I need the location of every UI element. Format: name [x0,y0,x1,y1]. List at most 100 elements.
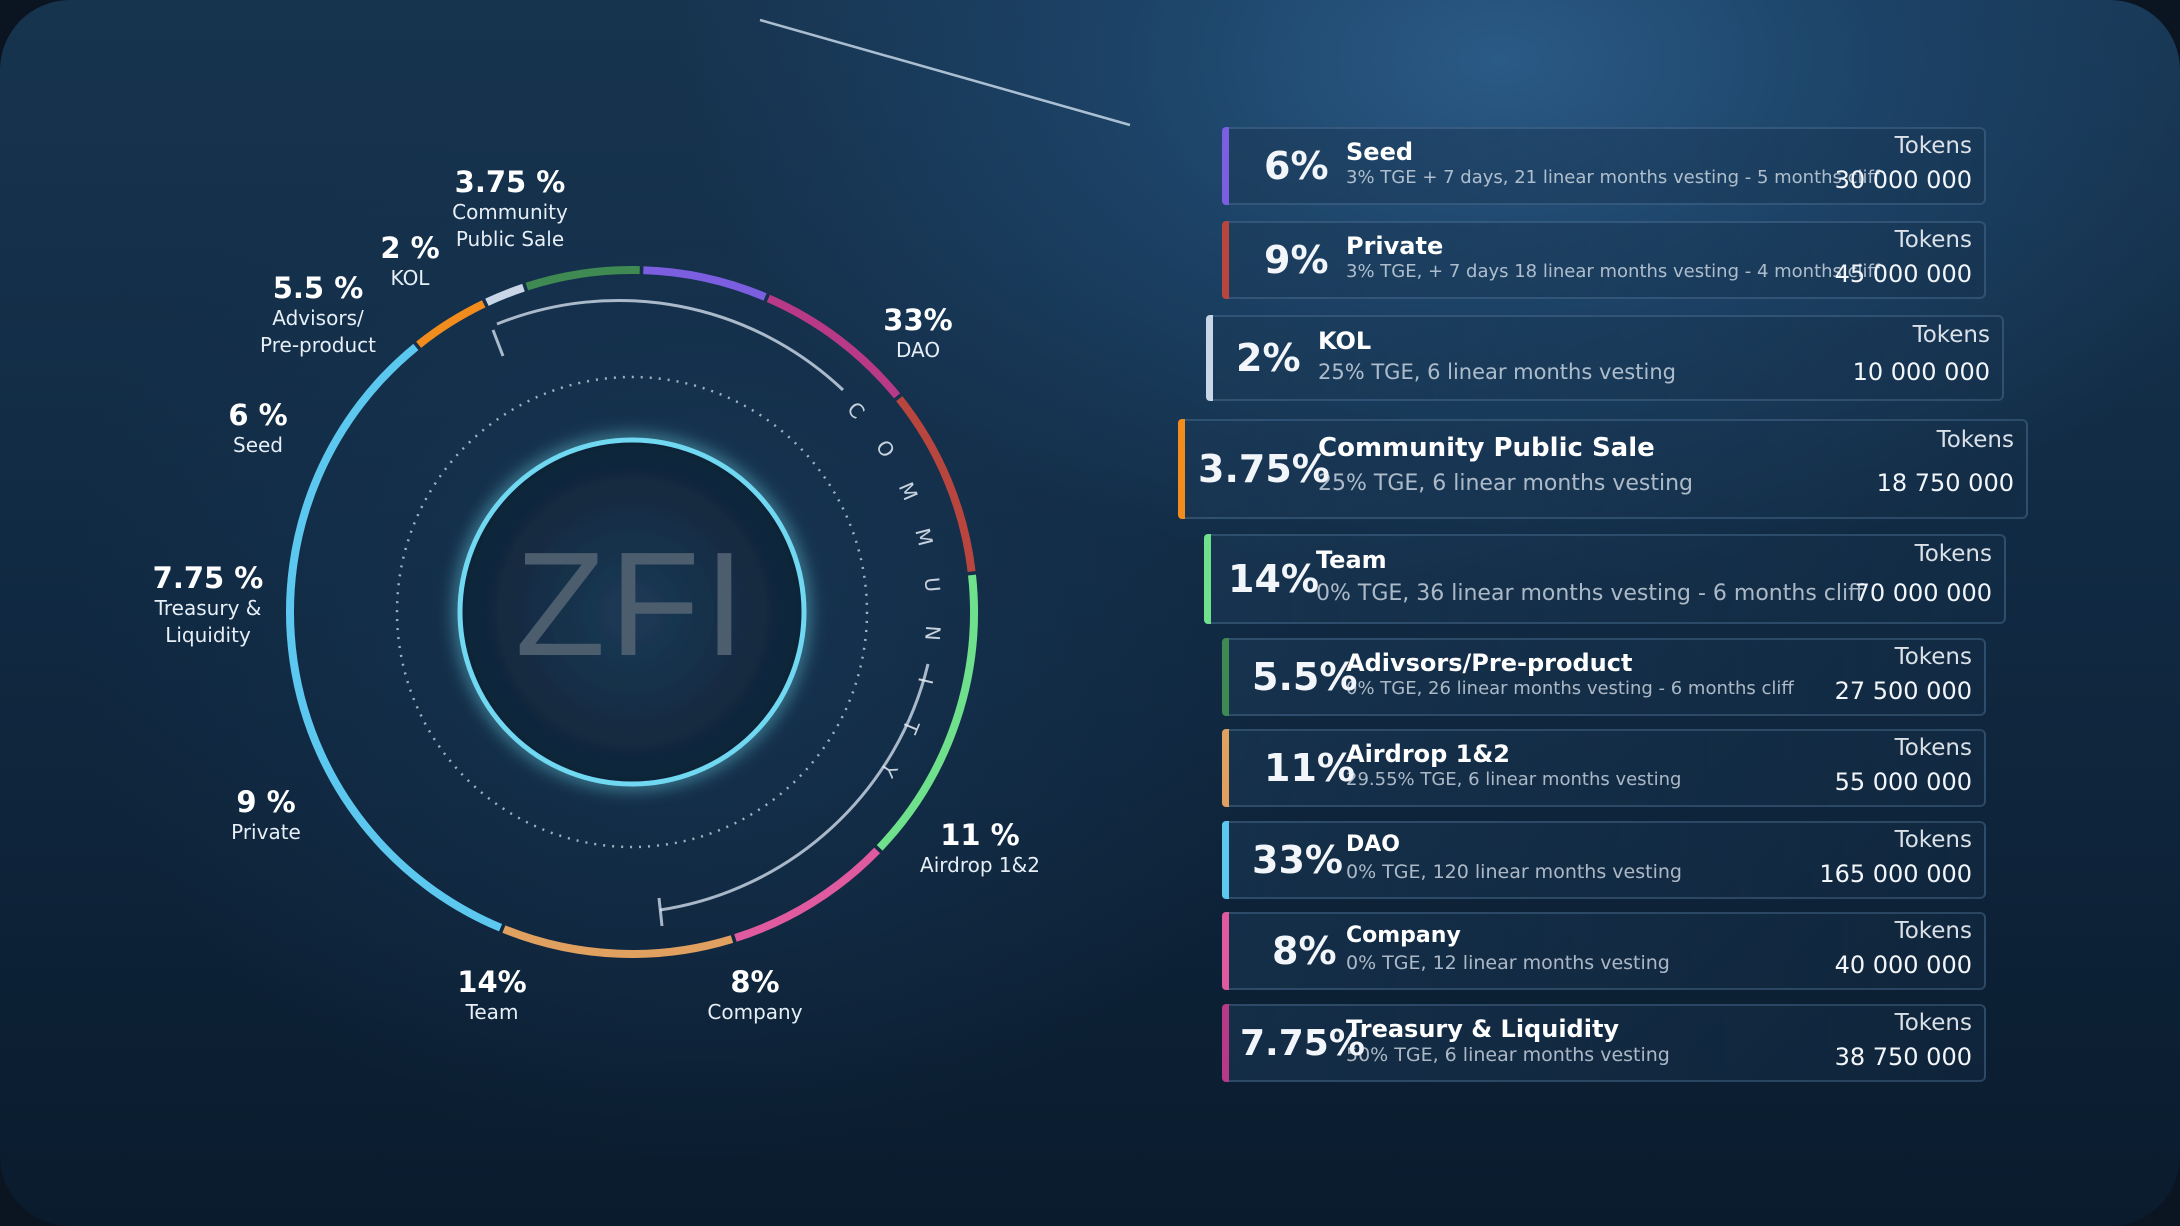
donut-slice-dao [286,343,503,932]
legend-name: Community Public Sale [1318,433,1655,463]
legend-percent: 11% [1264,746,1355,790]
legend-tokens-label: Tokens [1894,1010,1972,1036]
slice-label-name: Company [707,1000,802,1024]
slice-label-value: 8% [730,965,779,999]
legend-tokens-label: Tokens [1914,541,1992,567]
donut-slice-team [876,574,978,851]
legend-name: DAO [1346,832,1400,857]
legend-name: Seed [1346,138,1414,166]
legend-name: Adivsors/Pre-product [1346,649,1633,677]
legend-card-team: 14% Team 0% TGE, 36 linear months vesting … [1204,534,2006,624]
slice-label-value: 2 % [380,231,439,265]
legend-percent: 8% [1272,929,1337,973]
legend-vesting-terms: 50% TGE, 6 linear months vesting [1346,1044,1670,1066]
community-letter: Y [875,758,903,782]
legend-percent: 14% [1228,557,1319,601]
shooting-star-streak [759,18,1131,127]
slice-label-value: 7.75 % [153,561,264,595]
slice-label-name: Advisors/ [272,306,364,330]
community-letter: N [920,625,945,642]
legend-name: KOL [1318,327,1372,355]
slice-label-name: Seed [233,433,283,457]
legend-tokens-label: Tokens [1912,322,1990,348]
legend-token-amount: 30 000 000 [1834,166,1972,194]
legend-color-bar [1222,729,1229,807]
legend-color-bar [1178,419,1185,519]
legend-name: Team [1316,546,1387,574]
legend-tokens-label: Tokens [1936,427,2014,453]
donut-slice-kol [485,283,525,306]
legend-color-bar [1222,127,1229,205]
legend-percent: 2% [1236,336,1301,380]
legend-name: Company [1346,923,1461,948]
legend-card-adivsors-pre-product: 5.5% Adivsors/Pre-product 0% TGE, 26 linea… [1222,638,1986,716]
bracket-end-tick-bottom [657,897,664,927]
donut-slice-treasury-liquidity [766,294,901,399]
community-bracket-arc-lower [659,663,930,912]
bracket-end-tick-top [491,329,505,357]
legend-percent: 5.5% [1252,655,1358,699]
slice-label-name: Airdrop 1&2 [920,853,1040,877]
donut-slice-airdrop-1-2 [502,925,734,958]
legend-token-amount: 10 000 000 [1852,358,1990,386]
legend-card-airdrop-1-2: 11% Airdrop 1&2 29.55% TGE, 6 linear month… [1222,729,1986,807]
legend-percent: 7.75% [1240,1022,1365,1064]
donut-slice-private [896,396,976,572]
legend-vesting-terms: 25% TGE, 6 linear months vesting [1318,471,1693,496]
legend-card-dao: 33% DAO 0% TGE, 120 linear months vesting T… [1222,821,1986,899]
legend-name: Treasury & Liquidity [1346,1015,1620,1043]
slice-label-name: Pre-product [260,333,376,357]
legend-card-treasury-liquidity: 7.75% Treasury & Liquidity 50% TGE, 6 line… [1222,1004,1986,1082]
slice-label-name: Liquidity [165,623,251,647]
legend-token-amount: 45 000 000 [1834,260,1972,288]
legend-vesting-terms: 3% TGE + 7 days, 21 linear months vestin… [1346,167,1880,188]
slice-labels: 3.75 %Community Public Sale 2 %KOL 5.5 %Adv… [153,165,1040,1024]
legend-color-bar [1222,821,1229,899]
slice-label-name: Private [231,820,301,844]
legend-vesting-terms: 0% TGE, 12 linear months vesting [1346,952,1670,974]
legend-name: Private [1346,232,1444,260]
slice-label-value: 11 % [940,818,1020,852]
legend-color-bar [1204,534,1211,624]
slice-label-value: 9 % [236,785,295,819]
slice-label-value: 6 % [228,398,287,432]
slice-label-name: DAO [896,338,940,362]
legend-percent: 33% [1252,838,1343,882]
slice-label-name: KOL [391,266,431,290]
legend-percent: 9% [1264,238,1329,282]
slice-label-value: 33% [883,303,952,337]
community-letter: O [871,436,900,462]
legend-color-bar [1222,638,1229,716]
dotted-ring [395,375,869,849]
legend-card-seed: 6% Seed 3% TGE + 7 days, 21 linear months … [1222,127,1986,205]
legend-token-amount: 70 000 000 [1854,579,1992,607]
community-letter: M [894,479,923,504]
donut-slice-community-public-sale [416,300,486,348]
legend-vesting-terms: 0% TGE, 36 linear months vesting - 6 mon… [1316,581,1864,606]
legend-color-bar [1222,221,1229,299]
legend-token-amount: 40 000 000 [1834,951,1972,979]
legend-token-amount: 165 000 000 [1819,860,1972,888]
community-letter: M [910,526,938,549]
legend-token-amount: 38 750 000 [1834,1043,1972,1071]
legend-vesting-terms: 29.55% TGE, 6 linear months vesting [1346,769,1682,790]
legend-vesting-terms: 0% TGE, 120 linear months vesting [1346,861,1682,883]
legend-card-kol: 2% KOL 25% TGE, 6 linear months vesting Tok… [1206,315,2004,401]
legend-tokens-label: Tokens [1894,735,1972,761]
community-letter: I [913,675,938,686]
legend-token-amount: 27 500 000 [1834,677,1972,705]
legend-percent: 3.75% [1198,447,1330,491]
slice-label-name: Public Sale [456,227,564,251]
slice-label-value: 5.5 % [273,271,364,305]
center-glow-ring [457,437,807,787]
legend-tokens-label: Tokens [1894,133,1972,159]
donut-slice-seed [643,266,767,301]
legend-percent: 6% [1264,144,1329,188]
legend-vesting-terms: 0% TGE, 26 linear months vesting - 6 mon… [1346,678,1794,699]
legend-card-private: 9% Private 3% TGE, + 7 days 18 linear mont… [1222,221,1986,299]
slice-label-name: Community [452,200,568,224]
community-bracket-arc [496,299,845,392]
